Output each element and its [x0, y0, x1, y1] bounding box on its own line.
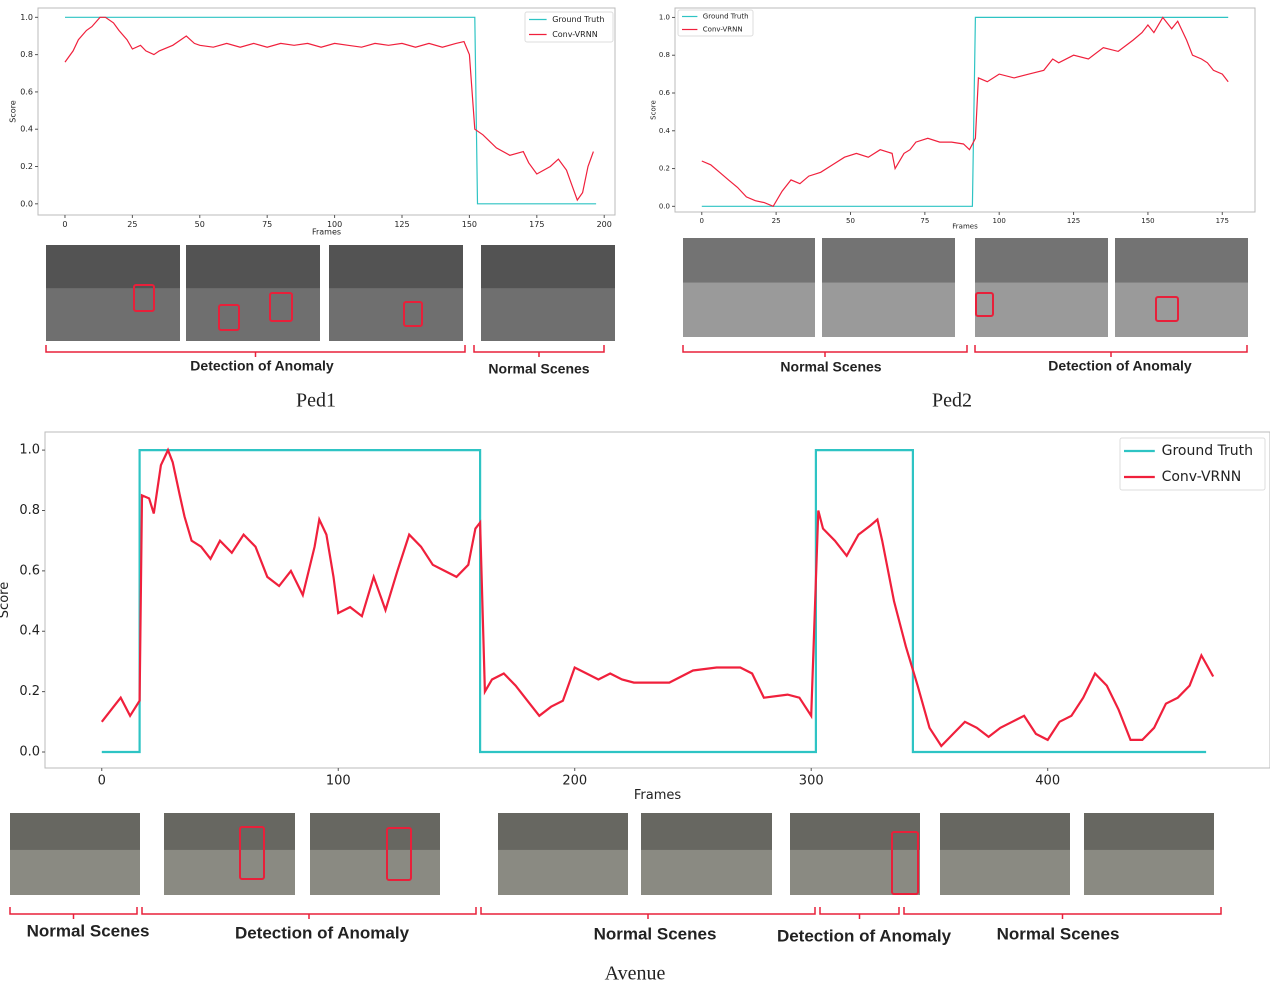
series-line — [102, 450, 1206, 752]
y-axis-label: Score — [649, 100, 657, 120]
x-tick-label: 300 — [799, 774, 824, 789]
thumbnail-shade — [683, 238, 815, 283]
x-tick-label: 50 — [846, 217, 855, 225]
x-tick-label: 200 — [597, 220, 612, 229]
y-tick-label: 1.0 — [20, 13, 33, 22]
segment-label: Detection of Anomaly — [777, 926, 952, 945]
y-tick-label: 0.2 — [659, 165, 670, 173]
y-tick-label: 0.6 — [20, 87, 33, 96]
y-tick-label: 0.4 — [19, 624, 40, 639]
bracket — [683, 345, 967, 357]
y-tick-label: 0.0 — [20, 199, 33, 208]
x-axis-label: Frames — [634, 788, 682, 803]
x-tick-label: 0 — [62, 220, 67, 229]
figure: 0.0 0.2 0.4 0.6 0.8 1.0 0 25 50 75 100 125 150 175 200… — [0, 0, 1270, 986]
bracket — [46, 345, 465, 357]
bracket — [904, 907, 1221, 919]
series-line — [702, 17, 1228, 206]
legend-label: Conv-VRNN — [703, 26, 743, 34]
x-tick-label: 200 — [562, 774, 587, 789]
bracket — [820, 907, 899, 919]
legend-label: Ground Truth — [703, 13, 749, 21]
x-tick-label: 175 — [1216, 217, 1229, 225]
bracket — [481, 907, 815, 919]
thumbnail-shade — [481, 245, 615, 288]
x-axis-label: Frames — [312, 227, 341, 236]
x-axis-label: Frames — [952, 223, 978, 231]
segment-label: Normal Scenes — [997, 924, 1120, 943]
bracket — [10, 907, 137, 919]
thumbnail-shade — [329, 245, 463, 288]
y-tick-label: 0.8 — [659, 51, 670, 59]
legend-label: Conv-VRNN — [1162, 469, 1242, 485]
x-tick-label: 100 — [993, 217, 1006, 225]
bracket — [975, 345, 1247, 357]
x-tick-label: 150 — [1141, 217, 1154, 225]
series-line — [65, 17, 593, 200]
thumbnail-shade — [164, 813, 295, 850]
legend-label: Ground Truth — [552, 15, 604, 24]
x-tick-label: 175 — [529, 220, 544, 229]
legend-label: Ground Truth — [1162, 443, 1253, 459]
thumbnail-shade — [1084, 813, 1214, 850]
y-tick-label: 0.4 — [20, 125, 33, 134]
x-tick-label: 0 — [98, 774, 106, 789]
x-tick-label: 25 — [127, 220, 137, 229]
plot-frame — [675, 8, 1255, 212]
y-tick-label: 0.2 — [20, 162, 33, 171]
thumbnail-shade — [641, 813, 772, 850]
y-tick-label: 0.4 — [659, 127, 671, 135]
segment-label: Detection of Anomaly — [190, 358, 334, 374]
thumbnail-shade — [822, 238, 955, 283]
series-line — [702, 17, 1228, 206]
segment-label: Normal Scenes — [594, 924, 717, 943]
legend-label: Conv-VRNN — [552, 30, 598, 39]
thumbnail-shade — [10, 813, 140, 850]
caption: Avenue — [605, 963, 666, 985]
thumbnail-shade — [1115, 238, 1248, 283]
x-tick-label: 125 — [394, 220, 409, 229]
bracket — [474, 345, 604, 357]
x-tick-label: 125 — [1067, 217, 1080, 225]
segment-label: Detection of Anomaly — [235, 923, 410, 942]
thumbnail-shade — [940, 813, 1070, 850]
segment-label: Normal Scenes — [488, 361, 589, 377]
thumbnail-shade — [498, 813, 628, 850]
y-axis-label: Score — [9, 100, 18, 122]
x-tick-label: 400 — [1035, 774, 1060, 789]
y-tick-label: 0.0 — [19, 745, 40, 760]
x-tick-label: 100 — [326, 774, 351, 789]
thumbnail-shade — [975, 238, 1108, 283]
series-line — [102, 450, 1213, 746]
bracket — [142, 907, 476, 919]
x-tick-label: 75 — [262, 220, 272, 229]
segment-label: Normal Scenes — [27, 921, 150, 940]
y-tick-label: 0.2 — [19, 684, 40, 699]
y-tick-label: 0.8 — [20, 50, 33, 59]
thumbnail-shade — [310, 813, 440, 850]
y-tick-label: 0.6 — [659, 89, 671, 97]
plot-frame — [45, 432, 1270, 768]
y-tick-label: 0.6 — [19, 563, 40, 578]
x-tick-label: 75 — [920, 217, 929, 225]
thumbnail-shade — [186, 245, 320, 288]
x-tick-label: 50 — [195, 220, 205, 229]
caption: Ped2 — [932, 390, 972, 412]
segment-label: Normal Scenes — [780, 359, 881, 375]
y-tick-label: 0.0 — [659, 202, 670, 210]
thumbnail-shade — [46, 245, 180, 288]
y-tick-label: 1.0 — [659, 13, 670, 21]
y-tick-label: 0.8 — [19, 503, 40, 518]
y-tick-label: 1.0 — [19, 443, 40, 458]
x-tick-label: 0 — [700, 217, 704, 225]
x-tick-label: 150 — [462, 220, 477, 229]
y-axis-label: Score — [0, 582, 12, 618]
segment-label: Detection of Anomaly — [1048, 358, 1192, 374]
caption: Ped1 — [296, 390, 336, 412]
series-line — [65, 17, 596, 204]
x-tick-label: 25 — [772, 217, 781, 225]
